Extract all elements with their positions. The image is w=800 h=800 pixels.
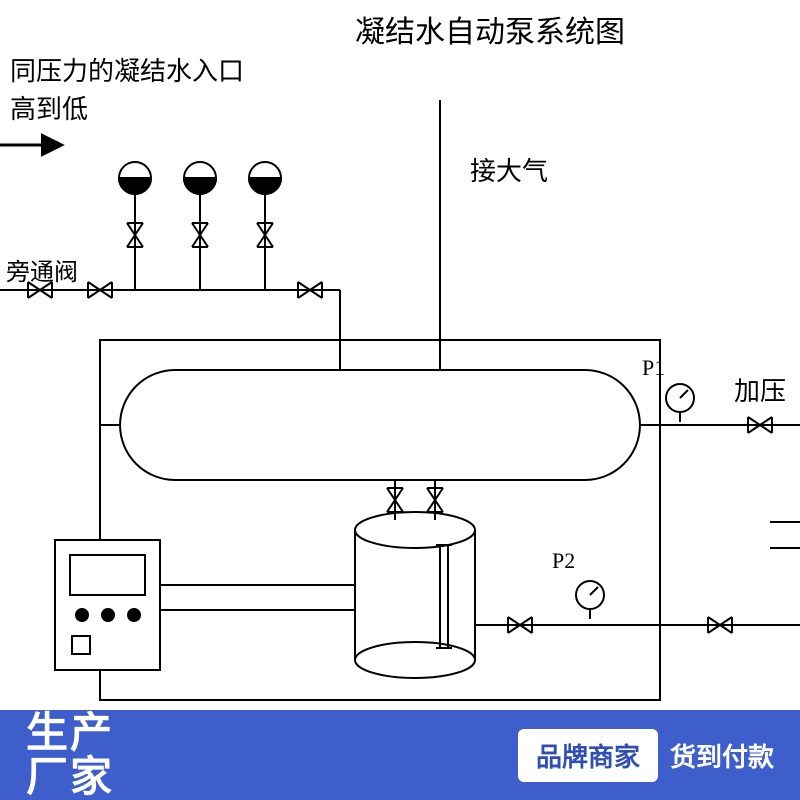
diagram-title: 凝结水自动泵系统图 — [355, 16, 625, 49]
inlet-header-label: 同压力的凝结水入口 — [10, 57, 244, 86]
p2-gauge — [576, 581, 604, 619]
control-panel — [55, 540, 160, 670]
promo-band: 生产 厂家 品牌商家 货到付款 — [0, 710, 800, 800]
system-diagram: 凝结水自动泵系统图 同压力的凝结水入口 高到低 — [0, 0, 800, 800]
high-to-low-label: 高到低 — [10, 95, 88, 124]
inlet-indicator-3 — [249, 162, 281, 194]
pressurize-label: 加压 — [734, 377, 786, 406]
p2-label: P2 — [552, 548, 575, 573]
brand-line2: 厂家 — [26, 755, 114, 799]
inlet-indicator-2 — [184, 162, 216, 194]
collector-vessel — [355, 512, 475, 678]
p1-label: P1 — [642, 355, 665, 380]
atmosphere-label: 接大气 — [470, 157, 548, 186]
bypass-valve-label: 旁通阀 — [6, 259, 78, 286]
receiver-tank — [120, 370, 640, 480]
brand-line1: 生产 — [26, 711, 114, 755]
p1-gauge — [666, 384, 694, 422]
inlet-group — [119, 162, 281, 290]
badge-right-text: 货到付款 — [670, 737, 774, 774]
inlet-indicator-1 — [119, 162, 151, 194]
badge-pill: 品牌商家 — [518, 729, 658, 782]
